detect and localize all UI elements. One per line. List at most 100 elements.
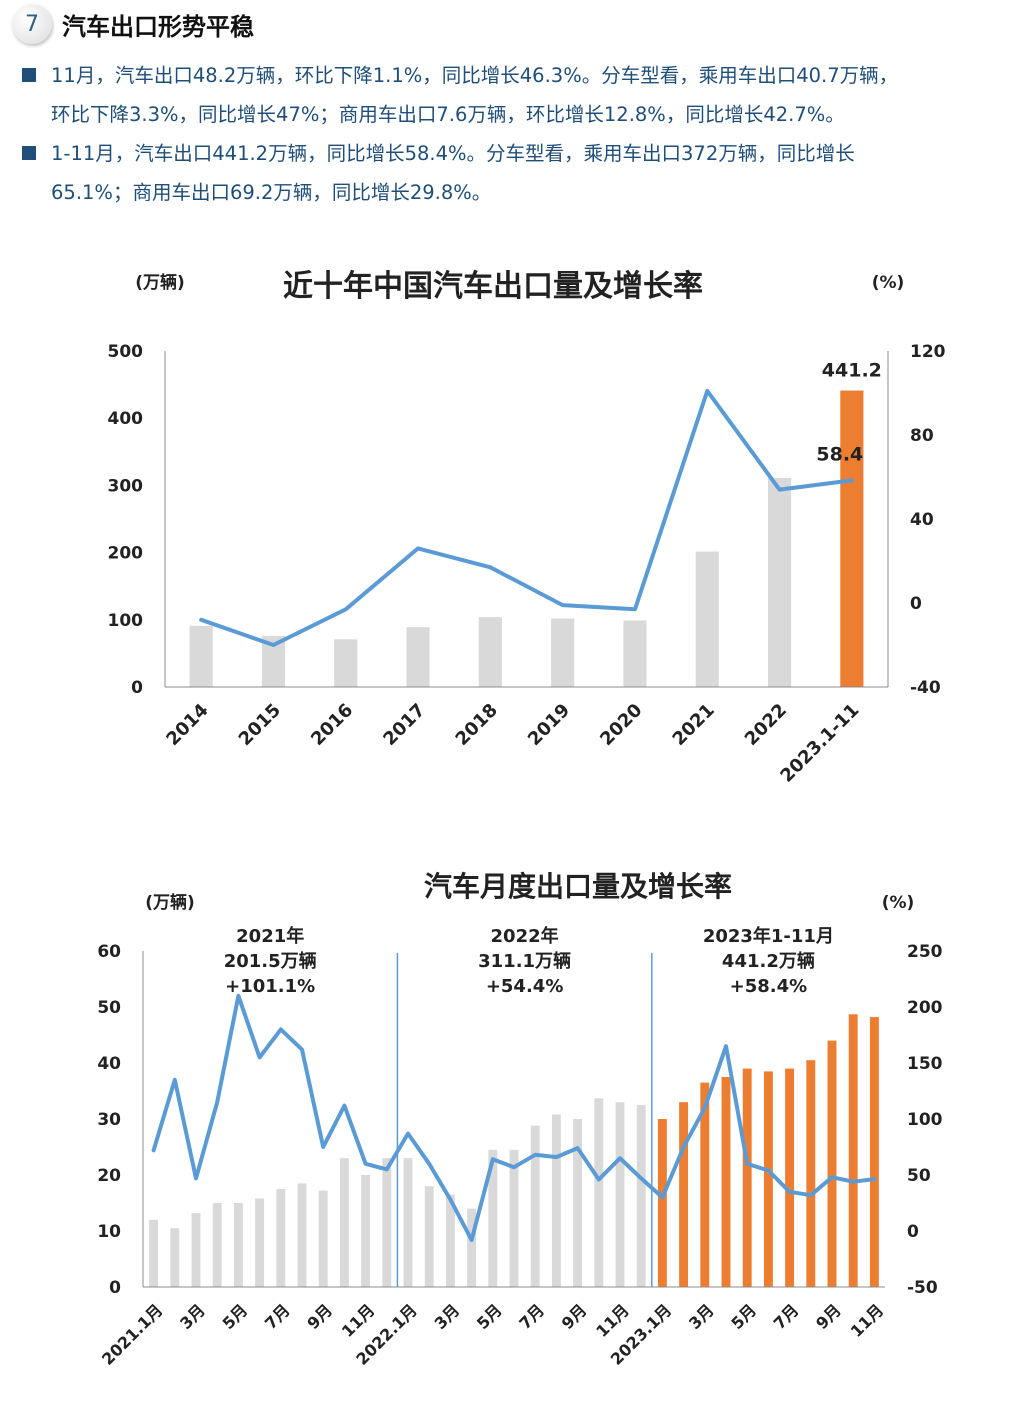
monthly-export-chart: 汽车月度出口量及增长率 (万辆) (%) 0 10 20 30 40 50 60 -50 0 50 100…: [97, 870, 943, 1369]
x-tick-label: 5月: [727, 1300, 760, 1333]
bar: [679, 1102, 689, 1287]
right-tick-label: 40: [910, 510, 934, 530]
bar: [573, 1119, 583, 1287]
x-tick-label: 7月: [515, 1300, 548, 1333]
bar: [869, 1017, 879, 1287]
x-tick-label: 2023.1-11: [776, 700, 863, 787]
bar: [695, 551, 719, 687]
growth-rate-line: [199, 388, 854, 647]
left-tick-label: 20: [97, 1166, 121, 1186]
period-annotation-text: 2022年: [491, 925, 559, 947]
left-tick-label: 50: [97, 998, 121, 1018]
right-tick-label: 150: [907, 1054, 943, 1074]
x-tick-label: 2022: [741, 700, 791, 750]
bar: [636, 1105, 646, 1287]
bar: [767, 477, 792, 687]
bar: [382, 1158, 392, 1287]
growth-rate-line: [151, 993, 877, 1242]
bar: [551, 618, 575, 687]
bar: [478, 617, 502, 687]
x-tick-label: 5月: [219, 1300, 252, 1333]
right-tick-label: 250: [907, 942, 943, 962]
period-annotation-text: 201.5万辆: [224, 950, 317, 972]
annual-export-chart: 近十年中国汽车出口量及增长率(万辆) (%)0100200300400500-40…: [108, 269, 946, 787]
bar: [403, 1158, 413, 1287]
right-axis-unit: (%): [882, 893, 915, 913]
bar: [170, 1228, 180, 1287]
x-tick-label: 5月: [473, 1300, 506, 1333]
right-tick-label: 80: [910, 426, 934, 446]
bar: [467, 1208, 477, 1287]
bar: [848, 1014, 858, 1287]
right-axis-unit: (%): [872, 273, 905, 293]
left-tick-label: 100: [108, 611, 144, 631]
section-number: 7: [25, 11, 39, 37]
right-tick-label: -50: [907, 1278, 938, 1298]
x-tick-label: 7月: [261, 1300, 294, 1333]
x-tick-label: 3月: [431, 1300, 464, 1333]
bar: [721, 1077, 731, 1287]
period-annotation-text: 2023年1-11月: [703, 925, 834, 947]
bar: [509, 1149, 519, 1287]
bar: [551, 1114, 561, 1287]
x-tick-label: 3月: [176, 1300, 209, 1333]
bar: [700, 1082, 710, 1287]
x-tick-label: 9月: [303, 1300, 336, 1333]
x-tick-label: 11月: [847, 1300, 888, 1341]
bar: [615, 1102, 625, 1287]
bullet-item: 1-11月，汽车出口441.2万辆，同比增长58.4%。分车型看，乘用车出口37…: [22, 134, 1007, 212]
left-tick-label: 0: [109, 1278, 121, 1298]
bar: [318, 1190, 328, 1287]
left-tick-label: 200: [108, 544, 144, 564]
x-tick-label: 2021: [669, 700, 719, 750]
x-tick-label: 3月: [685, 1300, 718, 1333]
bar: [657, 1119, 667, 1287]
left-axis-unit: (万辆): [135, 272, 185, 293]
bar: [361, 1175, 371, 1287]
left-axis-unit: (万辆): [145, 892, 195, 913]
right-tick-label: 0: [910, 594, 922, 614]
x-tick-label: 2016: [307, 700, 357, 750]
bullet-text: 1-11月，汽车出口441.2万辆，同比增长58.4%。分车型看，乘用车出口37…: [51, 134, 855, 212]
right-tick-label: 120: [910, 342, 946, 362]
section-header: 7 汽车出口形势平稳: [12, 4, 254, 44]
right-tick-label: 100: [907, 1110, 943, 1130]
bullet-line: 环比下降3.3%，同比增长47%；商用车出口7.6万辆，环比增长12.8%，同比…: [51, 103, 845, 126]
bar: [785, 1068, 795, 1287]
left-tick-label: 500: [108, 342, 144, 362]
bullet-square-icon: [22, 68, 36, 82]
bar: [212, 1203, 222, 1287]
bar: [827, 1040, 837, 1287]
period-annotation-text: +101.1%: [225, 976, 315, 997]
x-tick-label: 2015: [235, 700, 285, 750]
right-tick-label: -40: [910, 678, 941, 698]
bar: [149, 1219, 159, 1287]
x-tick-label: 2020: [596, 700, 646, 750]
bar: [297, 1183, 307, 1287]
bar: [339, 1158, 349, 1287]
x-tick-label: 2017: [379, 700, 429, 750]
bar: [806, 1060, 816, 1287]
bar: [488, 1149, 498, 1287]
bullet-line: 1-11月，汽车出口441.2万辆，同比增长58.4%。分车型看，乘用车出口37…: [51, 142, 855, 165]
bar: [424, 1186, 434, 1287]
left-tick-label: 30: [97, 1110, 121, 1130]
x-tick-label: 2021.1月: [98, 1300, 166, 1368]
bullet-text: 11月，汽车出口48.2万辆，环比下降1.1%，同比增长46.3%。分车型看，乘…: [51, 56, 898, 134]
section-number-badge: 7: [12, 4, 52, 44]
section-title: 汽车出口形势平稳: [62, 12, 254, 41]
bar: [763, 1071, 773, 1287]
bar: [261, 635, 286, 687]
x-tick-label: 2019: [524, 700, 574, 750]
bar: [840, 390, 864, 687]
right-tick-label: 50: [907, 1166, 931, 1186]
bar: [406, 627, 430, 687]
period-annotation-text: 441.2万辆: [722, 950, 815, 972]
bar: [189, 625, 213, 687]
period-annotation-text: +58.4%: [730, 976, 808, 997]
bar: [742, 1068, 752, 1287]
chart-title: 汽车月度出口量及增长率: [424, 870, 732, 903]
x-tick-label: 2018: [452, 700, 502, 750]
x-tick-label: 9月: [812, 1300, 845, 1333]
left-tick-label: 60: [97, 942, 121, 962]
